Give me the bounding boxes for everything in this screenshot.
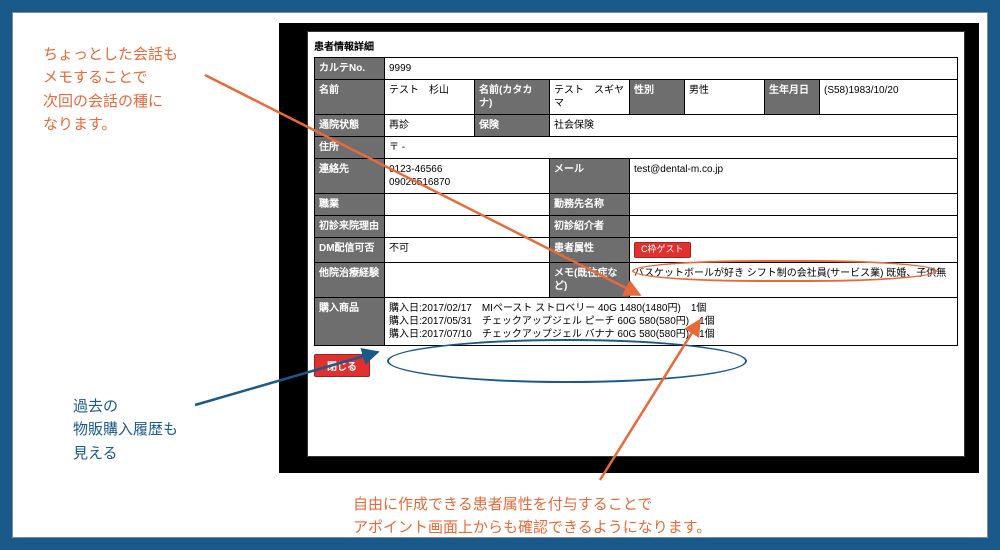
value-memo-cell: バスケットボールが好き シフト制の会社員(サービス業) 既婚、子供無: [630, 262, 958, 297]
value-insurance: 社会保険: [550, 115, 958, 137]
annotation-attribute-l2: アポイント画面上からも確認できるようになります。: [353, 516, 973, 539]
annotation-attribute-l1: 自由に作成できる患者属性を付与することで: [353, 493, 973, 516]
label-insurance: 保険: [475, 115, 550, 137]
outer-frame: 患者情報詳細 カルテNo. 9999 名前 テスト 杉山 名前(カタカナ) テス…: [12, 12, 988, 538]
label-gender: 性別: [630, 80, 685, 115]
value-patient-attr: C枠ゲスト: [630, 238, 958, 263]
value-first-visit-ref: [630, 216, 958, 238]
panel-title: 患者情報詳細: [314, 36, 958, 57]
label-patient-attr: 患者属性: [550, 238, 630, 263]
label-dm-ok: DM配信可否: [315, 238, 385, 263]
value-first-visit-reason: [385, 216, 550, 238]
label-address: 住所: [315, 137, 385, 159]
attr-badge: C枠ゲスト: [634, 242, 691, 258]
label-name-kana: 名前(カタカナ): [475, 80, 550, 115]
label-mail: メール: [550, 159, 630, 194]
purchase-row-1: 購入日:2017/02/17 MIペースト ストロベリー 40G 1480(14…: [389, 302, 953, 315]
value-gender: 男性: [685, 80, 765, 115]
value-address: 〒 -: [385, 137, 958, 159]
value-occupation: [385, 194, 550, 216]
detail-table: カルテNo. 9999 名前 テスト 杉山 名前(カタカナ) テスト スギヤマ …: [314, 57, 958, 346]
annotation-memo: ちょっとした会話も メモすることで 次回の会話の種に なります。: [43, 43, 263, 136]
patient-detail-panel: 患者情報詳細 カルテNo. 9999 名前 テスト 杉山 名前(カタカナ) テス…: [307, 31, 965, 457]
annotation-memo-l4: なります。: [43, 113, 263, 136]
value-purchases: 購入日:2017/02/17 MIペースト ストロベリー 40G 1480(14…: [385, 297, 958, 345]
value-dm-ok: 不可: [385, 238, 550, 263]
label-name: 名前: [315, 80, 385, 115]
close-button[interactable]: 閉じる: [314, 354, 370, 377]
label-occupation: 職業: [315, 194, 385, 216]
value-memo: バスケットボールが好き シフト制の会社員(サービス業) 既婚、子供無: [634, 268, 946, 279]
value-other-history: [385, 262, 550, 297]
value-karte-no: 9999: [385, 58, 958, 80]
annotation-memo-l3: 次回の会話の種に: [43, 90, 263, 113]
annotation-purchase-l3: 見える: [73, 442, 273, 465]
label-birthdate: 生年月日: [765, 80, 820, 115]
label-visit-status: 通院状態: [315, 115, 385, 137]
annotation-purchase-l2: 物販購入履歴も: [73, 418, 273, 441]
annotation-attribute: 自由に作成できる患者属性を付与することで アポイント画面上からも確認できるように…: [353, 493, 973, 540]
value-work-name: [630, 194, 958, 216]
value-contact-2: 09026516870: [389, 176, 545, 189]
label-first-visit-reason: 初診来院理由: [315, 216, 385, 238]
label-work-name: 勤務先名称: [550, 194, 630, 216]
annotation-purchase-l1: 過去の: [73, 395, 273, 418]
value-birthdate: (S58)1983/10/20: [820, 80, 958, 115]
annotation-memo-l2: メモすることで: [43, 66, 263, 89]
label-contact: 連絡先: [315, 159, 385, 194]
purchase-row-2: 購入日:2017/05/31 チェックアップジェル ピーチ 60G 580(58…: [389, 315, 953, 328]
value-contact-1: 0123-46566: [389, 163, 545, 176]
value-visit-status: 再診: [385, 115, 475, 137]
value-name: テスト 杉山: [385, 80, 475, 115]
label-purchases: 購入商品: [315, 297, 385, 345]
label-first-visit-ref: 初診紹介者: [550, 216, 630, 238]
value-name-kana: テスト スギヤマ: [550, 80, 630, 115]
annotation-memo-l1: ちょっとした会話も: [43, 43, 263, 66]
annotation-purchase: 過去の 物販購入履歴も 見える: [73, 395, 273, 465]
purchase-row-3: 購入日:2017/07/10 チェックアップジェル バナナ 60G 580(58…: [389, 328, 953, 341]
value-mail: test@dental-m.co.jp: [630, 159, 958, 194]
label-memo: メモ(既往症など): [550, 262, 630, 297]
value-contact: 0123-46566 09026516870: [385, 159, 550, 194]
label-karte-no: カルテNo.: [315, 58, 385, 80]
label-other-history: 他院治療経験: [315, 262, 385, 297]
